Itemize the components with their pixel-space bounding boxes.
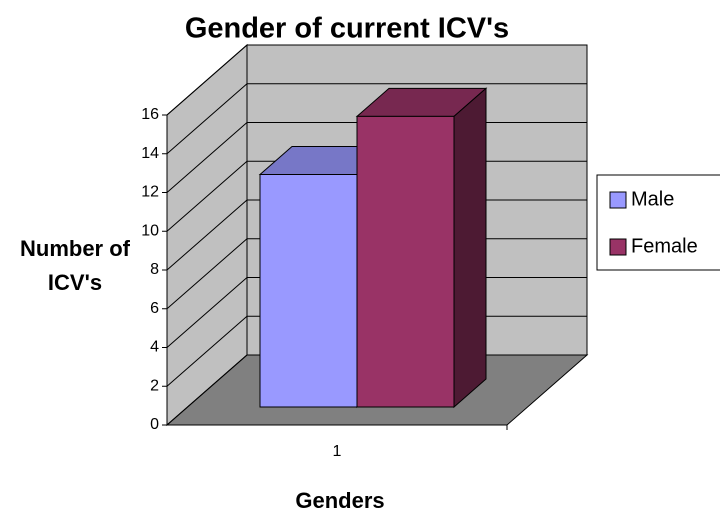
y-tick-label: 0 [150,416,159,433]
grid-line [166,44,587,116]
bar [356,115,455,408]
bar [259,174,358,408]
y-tick-label: 10 [141,222,159,239]
legend-swatch [609,191,627,209]
y-tick-label: 12 [141,184,159,201]
legend-label: Male [631,188,674,210]
y-tick-label: 14 [141,145,159,162]
legend-swatch [609,238,627,256]
y-tick-label: 4 [150,339,159,356]
y-tick-label: 8 [150,261,159,278]
legend-label: Female [631,235,698,257]
y-tick-label: 2 [150,377,159,394]
y-axis-label: Number of ICV's [20,236,130,295]
chart-title: Gender of current ICV's [185,13,509,45]
x-tick-label: 1 [333,443,342,460]
y-tick-label: 16 [141,106,159,123]
y-tick-label: 6 [150,300,159,317]
grid-line [166,83,587,155]
bar-side [453,87,487,409]
x-axis-label: Genders [295,488,384,513]
